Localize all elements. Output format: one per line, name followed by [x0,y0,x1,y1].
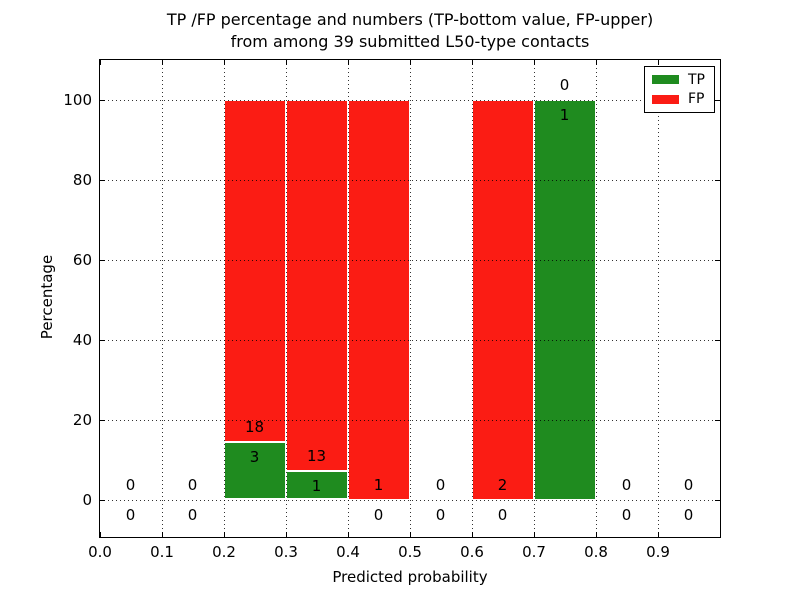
tick-mark-right [714,259,720,261]
y-tick-label: 100 [63,91,92,109]
tick-mark-bottom [161,531,163,537]
tp-count-label: 3 [249,448,260,467]
bar-segment-tp [223,442,286,500]
tick-mark-left [99,179,105,181]
tick-mark-bottom [285,531,287,537]
tick-mark-right [714,419,720,421]
fp-count-label: 13 [306,446,327,465]
tp-color-swatch [652,75,679,85]
chart-title: TP /FP percentage and numbers (TP-bottom… [90,9,730,53]
bar-segment-tp [285,470,348,500]
tick-mark-left [99,419,105,421]
y-tick-label: 60 [72,251,92,269]
tick-mark-left [99,499,105,501]
tick-mark-top [347,59,349,65]
gridline-vertical [533,59,535,537]
fp-count-label: 1 [373,475,384,494]
tick-mark-bottom [657,531,659,537]
x-tick-label: 0.6 [460,543,484,561]
tp-count-label: 0 [187,505,198,524]
legend: TP FP [644,66,715,113]
legend-entry-tp: TP [652,73,714,87]
tick-mark-bottom [533,531,535,537]
tp-count-label: 0 [683,505,694,524]
gridline-vertical [347,59,349,537]
fp-count-label: 0 [435,475,446,494]
y-tick-label: 80 [72,171,92,189]
chart-title-line2: from among 39 submitted L50-type contact… [230,32,590,51]
tp-count-label: 0 [497,505,508,524]
tick-mark-bottom [409,531,411,537]
tick-mark-right [714,339,720,341]
fp-count-label: 2 [497,475,508,494]
y-tick-label: 0 [82,491,92,509]
x-tick-label: 0.3 [274,543,298,561]
tp-count-label: 1 [559,105,570,124]
tick-mark-right [714,499,720,501]
tick-mark-top [161,59,163,65]
bar-segment-fp [471,99,534,500]
fp-count-label: 0 [559,75,570,94]
bar-segment-tp [533,99,596,500]
fp-count-label: 0 [125,475,136,494]
bar-segment-fp [347,99,410,500]
tp-count-label: 0 [621,505,632,524]
y-axis-label: Percentage [38,254,56,340]
tick-mark-left [99,259,105,261]
tick-mark-bottom [99,531,101,537]
tick-mark-top [285,59,287,65]
x-axis-label: Predicted probability [332,568,488,586]
gridline-vertical [595,59,597,537]
tick-mark-left [99,99,105,101]
tick-mark-top [99,59,101,65]
legend-label-tp: TP [688,71,705,88]
tick-mark-right [714,179,720,181]
plot-area: 0 0 0 0 18 3 13 1 1 0 0 0 2 0 0 1 0 0 0 0 [98,58,721,538]
tick-mark-bottom [595,531,597,537]
fp-count-label: 0 [187,475,198,494]
fp-count-label: 18 [244,418,265,437]
x-tick-label: 0.2 [212,543,236,561]
tick-mark-top [471,59,473,65]
x-tick-label: 0.7 [522,543,546,561]
tick-mark-top [409,59,411,65]
y-tick-label: 20 [72,411,92,429]
tick-mark-top [595,59,597,65]
tp-count-label: 0 [373,505,384,524]
x-tick-label: 0.8 [584,543,608,561]
tick-mark-bottom [223,531,225,537]
gridline-vertical [409,59,411,537]
tp-count-label: 0 [125,505,136,524]
gridline-vertical [161,59,163,537]
tick-mark-top [657,59,659,65]
chart-title-line1: TP /FP percentage and numbers (TP-bottom… [166,10,654,29]
gridline-vertical [223,59,225,537]
tick-mark-bottom [347,531,349,537]
gridline-vertical [657,59,659,537]
gridline-vertical [285,59,287,537]
bar-segment-fp [223,99,286,443]
tick-mark-top [223,59,225,65]
tick-mark-bottom [471,531,473,537]
x-tick-label: 0.5 [398,543,422,561]
gridline-vertical [471,59,473,537]
x-tick-label: 0.9 [646,543,670,561]
tick-mark-left [99,339,105,341]
tp-count-label: 1 [311,476,322,495]
x-tick-label: 0.0 [88,543,112,561]
y-tick-label: 40 [72,331,92,349]
tick-mark-top [533,59,535,65]
x-tick-label: 0.1 [150,543,174,561]
fp-count-label: 0 [621,475,632,494]
fp-color-swatch [652,94,679,104]
legend-entry-fp: FP [652,92,714,106]
tick-mark-right [714,99,720,101]
bar-segment-fp [285,99,348,471]
tp-count-label: 0 [435,505,446,524]
fp-count-label: 0 [683,475,694,494]
x-tick-label: 0.4 [336,543,360,561]
legend-label-fp: FP [688,91,705,108]
